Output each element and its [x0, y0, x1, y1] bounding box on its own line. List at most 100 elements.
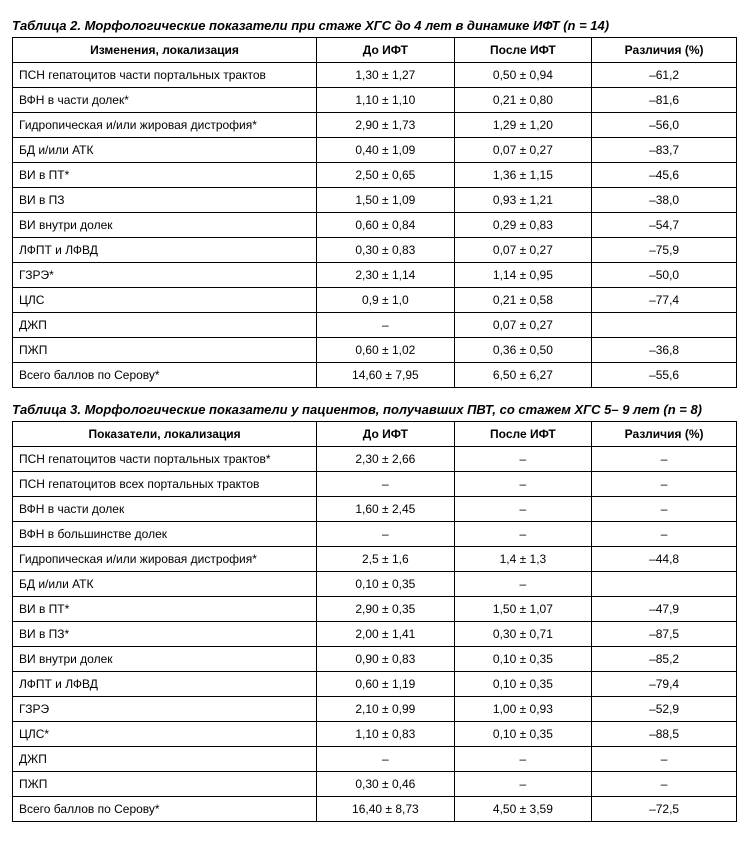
table3-cell: –72,5	[592, 797, 737, 822]
table2-cell: –	[317, 313, 455, 338]
table3-cell: 1,10 ± 0,83	[317, 722, 455, 747]
table2-cell: –55,6	[592, 363, 737, 388]
table3-cell: 4,50 ± 3,59	[454, 797, 592, 822]
table2-cell: 2,90 ± 1,73	[317, 113, 455, 138]
table3-cell	[592, 572, 737, 597]
table3-row: ПСН гепатоцитов части портальных трактов…	[13, 447, 737, 472]
table3-cell: –	[454, 572, 592, 597]
table3-header-row: Показатели, локализация До ИФТ После ИФТ…	[13, 422, 737, 447]
table3-cell: –87,5	[592, 622, 737, 647]
table2-cell: 1,50 ± 1,09	[317, 188, 455, 213]
table3-cell: ГЗРЭ	[13, 697, 317, 722]
table3-cell: ВФН в большинстве долек	[13, 522, 317, 547]
table3-cell: –	[592, 522, 737, 547]
table2-cell: ЦЛС	[13, 288, 317, 313]
table2-row: ВФН в части долек*1,10 ± 1,100,21 ± 0,80…	[13, 88, 737, 113]
table3-cell: 0,10 ± 0,35	[454, 722, 592, 747]
table3-cell: 16,40 ± 8,73	[317, 797, 455, 822]
table3-cell: Всего баллов по Серову*	[13, 797, 317, 822]
table2-cell: 0,40 ± 1,09	[317, 138, 455, 163]
table3-cell: –	[592, 772, 737, 797]
table2-header-3: Различия (%)	[592, 38, 737, 63]
table3-cell: –	[592, 747, 737, 772]
table2-cell: 1,30 ± 1,27	[317, 63, 455, 88]
table3-cell: –47,9	[592, 597, 737, 622]
table2-row: Гидропическая и/или жировая дистрофия*2,…	[13, 113, 737, 138]
table2-row: БД и/или АТК0,40 ± 1,090,07 ± 0,27–83,7	[13, 138, 737, 163]
table3-row: БД и/или АТК0,10 ± 0,35–	[13, 572, 737, 597]
table3-cell: –	[454, 447, 592, 472]
table3-cell: –	[317, 747, 455, 772]
table2-row: ВИ внутри долек0,60 ± 0,840,29 ± 0,83–54…	[13, 213, 737, 238]
table2-title: Таблица 2. Морфологические показатели пр…	[12, 18, 737, 33]
table3-cell: 0,30 ± 0,46	[317, 772, 455, 797]
table3-row: ПЖП0,30 ± 0,46––	[13, 772, 737, 797]
table2-cell: –81,6	[592, 88, 737, 113]
table3-title: Таблица 3. Морфологические показатели у …	[12, 402, 737, 417]
table2-cell: ДЖП	[13, 313, 317, 338]
table2-cell: ПСН гепатоцитов части портальных трактов	[13, 63, 317, 88]
table2-cell: 6,50 ± 6,27	[454, 363, 592, 388]
table2-cell	[592, 313, 737, 338]
table2-cell: 1,14 ± 0,95	[454, 263, 592, 288]
table3-cell: ВИ в ПЗ*	[13, 622, 317, 647]
table3-row: ЦЛС*1,10 ± 0,830,10 ± 0,35–88,5	[13, 722, 737, 747]
table2-cell: Всего баллов по Серову*	[13, 363, 317, 388]
table3-cell: –	[592, 497, 737, 522]
table2-header-2: После ИФТ	[454, 38, 592, 63]
table3-cell: 1,60 ± 2,45	[317, 497, 455, 522]
table3-cell: Гидропическая и/или жировая дистрофия*	[13, 547, 317, 572]
table3-cell: 0,10 ± 0,35	[454, 672, 592, 697]
table2-cell: 0,21 ± 0,58	[454, 288, 592, 313]
table2-row: Всего баллов по Серову*14,60 ± 7,956,50 …	[13, 363, 737, 388]
table2-cell: –75,9	[592, 238, 737, 263]
table2-row: ВИ в ПТ*2,50 ± 0,651,36 ± 1,15–45,6	[13, 163, 737, 188]
table2-cell: 0,60 ± 1,02	[317, 338, 455, 363]
table3-cell: 1,4 ± 1,3	[454, 547, 592, 572]
table2-row: ДЖП–0,07 ± 0,27	[13, 313, 737, 338]
table2-cell: ПЖП	[13, 338, 317, 363]
table2-cell: –77,4	[592, 288, 737, 313]
table3-cell: –	[317, 472, 455, 497]
table2-cell: 0,36 ± 0,50	[454, 338, 592, 363]
table3-row: ВИ в ПЗ*2,00 ± 1,410,30 ± 0,71–87,5	[13, 622, 737, 647]
table3-cell: –44,8	[592, 547, 737, 572]
table3: Показатели, локализация До ИФТ После ИФТ…	[12, 421, 737, 822]
table3-cell: 0,10 ± 0,35	[317, 572, 455, 597]
table3-cell: 1,50 ± 1,07	[454, 597, 592, 622]
table2-cell: БД и/или АТК	[13, 138, 317, 163]
table3-row: ВФН в большинстве долек–––	[13, 522, 737, 547]
table3-header-1: До ИФТ	[317, 422, 455, 447]
table2-cell: ЛФПТ и ЛФВД	[13, 238, 317, 263]
table2-cell: –50,0	[592, 263, 737, 288]
table3-row: ДЖП–––	[13, 747, 737, 772]
table2-cell: 1,10 ± 1,10	[317, 88, 455, 113]
table3-cell: ПЖП	[13, 772, 317, 797]
table3-cell: ВИ в ПТ*	[13, 597, 317, 622]
table2-row: ГЗРЭ*2,30 ± 1,141,14 ± 0,95–50,0	[13, 263, 737, 288]
table3-cell: ЛФПТ и ЛФВД	[13, 672, 317, 697]
table2-cell: 0,07 ± 0,27	[454, 138, 592, 163]
table3-cell: ЦЛС*	[13, 722, 317, 747]
table2-cell: 0,29 ± 0,83	[454, 213, 592, 238]
table2-cell: 0,9 ± 1,0	[317, 288, 455, 313]
table2-row: ВИ в ПЗ1,50 ± 1,090,93 ± 1,21–38,0	[13, 188, 737, 213]
table2-row: ПЖП0,60 ± 1,020,36 ± 0,50–36,8	[13, 338, 737, 363]
table3-cell: 2,00 ± 1,41	[317, 622, 455, 647]
table3-cell: 2,10 ± 0,99	[317, 697, 455, 722]
table3-cell: 1,00 ± 0,93	[454, 697, 592, 722]
table3-cell: ПСН гепатоцитов части портальных трактов…	[13, 447, 317, 472]
table3-row: Гидропическая и/или жировая дистрофия*2,…	[13, 547, 737, 572]
table2-header-0: Изменения, локализация	[13, 38, 317, 63]
table2-cell: –83,7	[592, 138, 737, 163]
table2-cell: –61,2	[592, 63, 737, 88]
table2-cell: ВИ в ПТ*	[13, 163, 317, 188]
table3-cell: –	[592, 472, 737, 497]
table2-cell: 2,30 ± 1,14	[317, 263, 455, 288]
table3-cell: ВИ внутри долек	[13, 647, 317, 672]
table2-cell: –38,0	[592, 188, 737, 213]
table3-cell: БД и/или АТК	[13, 572, 317, 597]
table3-cell: –	[454, 772, 592, 797]
table3-cell: –	[454, 497, 592, 522]
table3-cell: –	[592, 447, 737, 472]
